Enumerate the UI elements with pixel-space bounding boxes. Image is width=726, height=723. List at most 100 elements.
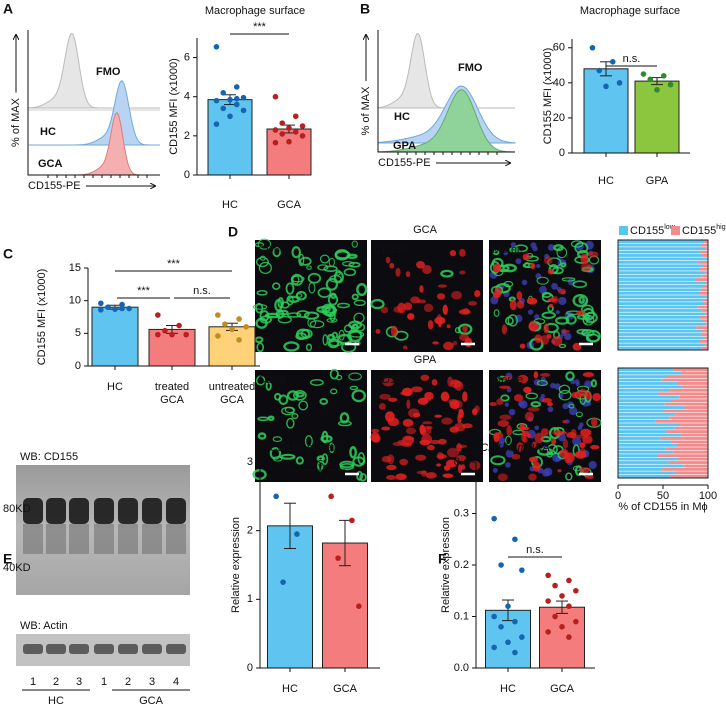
bar-segment [618, 319, 704, 323]
x-tick-label: HC [222, 199, 238, 211]
bar-segment [665, 447, 708, 451]
red-cell [424, 391, 434, 400]
red-cell [559, 430, 567, 435]
green-cell [343, 324, 353, 333]
bar-segment [618, 385, 683, 389]
data-point [299, 123, 306, 129]
red-cell [442, 304, 448, 315]
bar-segment [618, 378, 662, 382]
data-point [272, 93, 279, 100]
band-smear [23, 524, 43, 554]
nucleus [515, 258, 522, 265]
data-point [279, 131, 286, 137]
red-cell [440, 391, 450, 402]
bar-segment [618, 267, 700, 271]
bar-segment [701, 309, 708, 312]
red-cell [403, 345, 408, 350]
green-cell [546, 443, 558, 455]
red-cell [382, 377, 395, 387]
nucleus [567, 278, 576, 286]
green-cell [333, 270, 344, 284]
lane-label: 3 [149, 676, 155, 688]
plot-frame [617, 367, 709, 479]
bar [267, 525, 313, 669]
bar-segment [679, 395, 708, 399]
green-cell [292, 275, 300, 285]
data-point [573, 618, 579, 625]
green-cell [336, 302, 350, 309]
red-cell [420, 374, 430, 381]
red-cell [558, 288, 567, 295]
green-cell [321, 430, 329, 444]
band [118, 498, 138, 524]
green-cell [327, 338, 340, 349]
data-point [328, 493, 334, 500]
red-cell [395, 473, 407, 481]
green-cell [356, 282, 368, 297]
bar-segment [618, 247, 707, 251]
red-cell [580, 253, 589, 264]
red-cell [446, 447, 459, 458]
histogram [29, 80, 160, 146]
significance-label: n.s. [526, 544, 544, 556]
green-cell [457, 323, 473, 336]
green-cell [325, 277, 338, 291]
green-cell [296, 310, 310, 318]
red-cell [375, 328, 381, 334]
green-cell [329, 368, 339, 380]
red-cell [497, 419, 510, 427]
green-cell [336, 333, 353, 345]
bar-segment [695, 278, 708, 281]
green-cell [298, 253, 305, 267]
x-axis-label: CD155-PE [28, 180, 81, 192]
lane-label: 2 [53, 676, 59, 688]
band-smear [46, 524, 66, 554]
bar-segment [618, 329, 703, 333]
red-cell [540, 428, 549, 437]
red-cell [416, 260, 425, 269]
red-cell [449, 400, 460, 410]
red-cell [531, 441, 538, 448]
chart-title: CD155 mRNA [480, 442, 550, 454]
red-cell [527, 406, 540, 412]
bar-segment [618, 457, 679, 461]
red-cell [378, 403, 386, 410]
bar-segment [618, 402, 665, 406]
green-cell [295, 391, 305, 398]
data-point [545, 598, 551, 604]
bar-segment [703, 284, 708, 288]
bar-segment [668, 461, 708, 464]
data-point [559, 593, 565, 599]
green-cell [295, 456, 304, 465]
data-point [155, 331, 161, 338]
green-cell [308, 282, 316, 294]
band-smear [69, 524, 89, 554]
y-tick-label: 0 [75, 360, 81, 372]
bar-segment [704, 302, 708, 306]
data-point [105, 304, 111, 311]
bar-segment [700, 243, 708, 247]
green-cell [256, 290, 268, 296]
bar-segment [699, 250, 708, 254]
red-cell [524, 411, 535, 422]
legend-label: CD155high [682, 224, 726, 237]
data-point [566, 634, 572, 640]
data-point [667, 81, 674, 88]
green-cell [349, 446, 357, 459]
y-tick-label: 0.1 [454, 610, 469, 622]
bar-segment [618, 281, 707, 285]
y-tick-label: 6 [184, 51, 190, 63]
red-cell [551, 336, 563, 347]
row-label: GCA [413, 224, 438, 236]
bar-segment [655, 419, 708, 423]
y-tick-label: 0.4 [454, 456, 469, 468]
bar [539, 606, 585, 669]
green-cell [339, 460, 355, 469]
band [94, 644, 114, 654]
y-tick-label: 2 [184, 130, 190, 142]
x-tick-label: HC [107, 381, 123, 393]
green-cell [291, 246, 301, 259]
bar-segment [700, 333, 708, 336]
y-tick-label: 40 [553, 77, 565, 89]
population-label: FMO [458, 62, 483, 74]
